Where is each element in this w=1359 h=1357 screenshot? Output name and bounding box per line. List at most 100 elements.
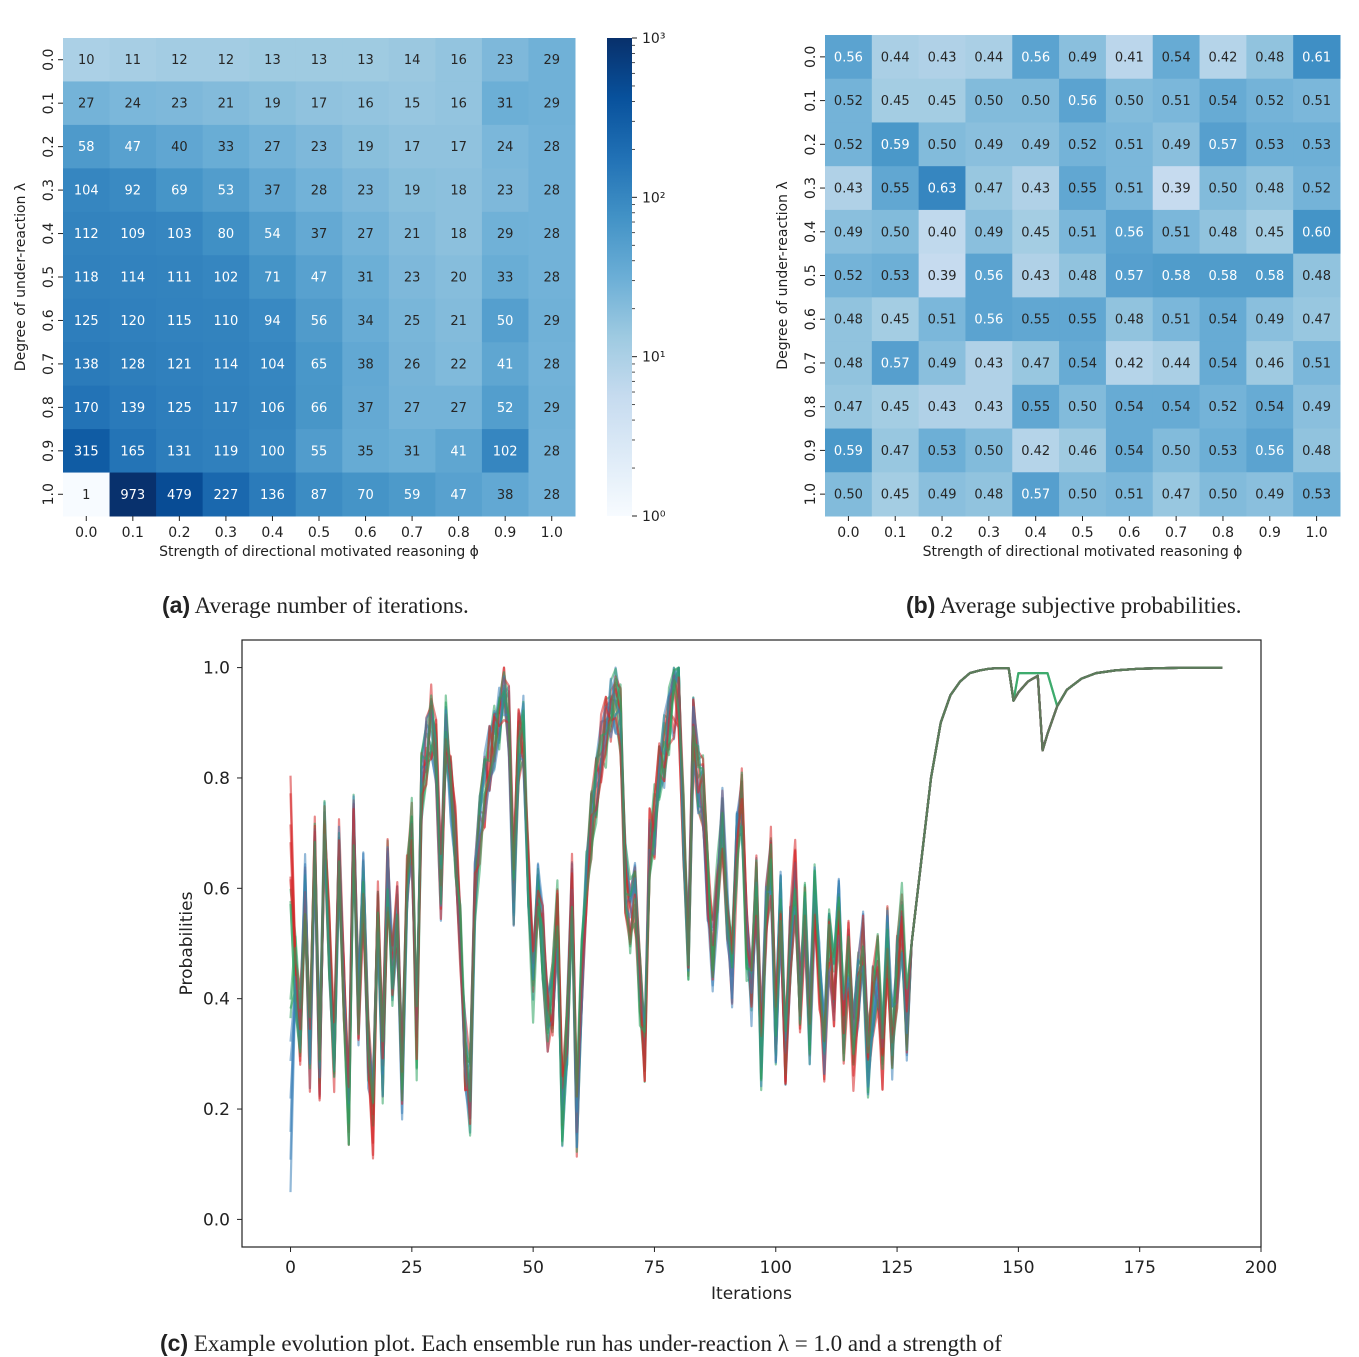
heatmap-cell [965,384,1013,430]
cell-label: 0.59 [881,138,910,153]
heatmap-cell [156,342,204,387]
heatmap-cell [825,428,873,473]
cell-label: 0.48 [834,313,863,328]
cell-label: 0.55 [881,182,910,197]
heatmap-cell [1246,35,1294,80]
heatmap-cell [109,429,157,474]
cell-label: 80 [218,227,235,242]
heatmap-cell [1012,35,1060,80]
cell-label: 66 [311,401,328,416]
cell-label: 0.50 [1162,444,1191,459]
heatmap-cell [528,168,576,213]
heatmap-cell [965,428,1013,473]
heatmap-cell [295,38,343,82]
heatmap-cell [825,78,873,123]
cell-label: 0.58 [1255,269,1284,284]
caption-b-text: Average subjective probabilities. [939,593,1242,618]
heatmap-cell [528,298,576,343]
y-tick-label: 0.6 [803,308,819,330]
x-tick-label: 0.7 [1165,525,1187,541]
cell-label: 0.49 [1162,138,1191,153]
cell-label: 0.59 [834,444,863,459]
heatmap-cell [965,35,1013,80]
heatmap-cell [1246,209,1294,255]
cell-label: 29 [497,227,514,242]
cell-label: 59 [404,488,421,503]
cell-label: 0.43 [1021,182,1050,197]
cell-label: 28 [543,271,560,286]
plot-frame [241,639,1262,1248]
cell-label: 47 [125,140,142,155]
cell-label: 0.56 [974,269,1003,284]
cell-label: 0.56 [834,50,863,65]
cell-label: 16 [450,97,467,112]
cell-label: 0.50 [974,444,1003,459]
cell-label: 12 [171,53,188,68]
cell-label: 0.57 [881,356,910,371]
cell-label: 0.54 [1115,444,1144,459]
cell-label: 0.45 [1021,225,1050,240]
x-axis-label: Strength of directional motivated reason… [159,544,479,560]
cell-label: 106 [260,401,285,416]
cell-label: 23 [497,53,514,68]
cell-label: 227 [213,488,238,503]
cell-label: 114 [120,271,145,286]
cell-label: 0.50 [1208,182,1237,197]
cell-label: 131 [167,444,192,459]
colorbar-tick-label: 10⁰ [642,509,666,525]
heatmap-cell [918,297,966,342]
x-tick-label: 0.9 [494,525,516,541]
cell-label: 0.47 [834,400,863,415]
cell-label: 0.51 [1302,94,1331,109]
cell-label: 170 [74,401,99,416]
caption-a: (a) Average number of iterations. [162,592,469,619]
heatmap-cell [1152,78,1201,123]
heatmap-cell [1105,472,1154,517]
heatmap-cell [1012,209,1060,255]
cell-label: 117 [213,401,238,416]
heatmap-cell [388,342,436,387]
line-chart-evolution: 0 25 50 75 100 125 150 175 200 0.0 0.2 0.4 0.6 0.8 1.0… [177,639,1277,1304]
cell-label: 23 [171,97,188,112]
cell-label: 0.53 [1302,488,1331,503]
heatmap-cell [1012,341,1060,386]
y-tick-label: 0.0 [41,49,57,71]
cell-label: 0.49 [1021,138,1050,153]
heatmap-cell [295,255,343,300]
heatmap-cell [1105,78,1154,123]
cell-label: 0.39 [928,269,957,284]
cell-label: 17 [404,140,421,155]
cell-label: 58 [78,140,95,155]
heatmap-cell [1199,341,1247,386]
cell-label: 38 [357,357,374,372]
cell-label: 0.44 [1162,356,1191,371]
heatmap-cell [156,168,204,213]
heatmap-cell [202,298,250,343]
cell-label: 0.52 [834,138,863,153]
cell-label: 0.50 [1068,400,1097,415]
cell-label: 27 [450,401,467,416]
cell-label: 0.54 [1255,400,1284,415]
cell-label: 0.50 [1068,488,1097,503]
heatmap-cell [63,38,111,82]
cell-label: 33 [218,140,235,155]
cell-label: 16 [450,53,467,68]
heatmap-cell [295,429,343,474]
heatmap-cell [1293,122,1341,167]
cell-label: 0.52 [1302,182,1331,197]
cell-label: 56 [311,314,328,329]
heatmap-cell [481,342,529,387]
heatmap-cell [156,385,204,430]
heatmap-cell [388,38,436,82]
heatmap-cell [109,38,157,82]
y-tick-label: 0.1 [803,89,819,111]
heatmap-cell [1012,384,1060,430]
heatmap-cell [249,38,297,82]
heatmap-cell [342,298,390,343]
heatmap-cell [1293,472,1341,517]
cell-label: 0.50 [974,94,1003,109]
y-tick-label: 0.4 [803,221,819,243]
heatmap-cell [295,342,343,387]
cell-label: 0.47 [1162,488,1191,503]
